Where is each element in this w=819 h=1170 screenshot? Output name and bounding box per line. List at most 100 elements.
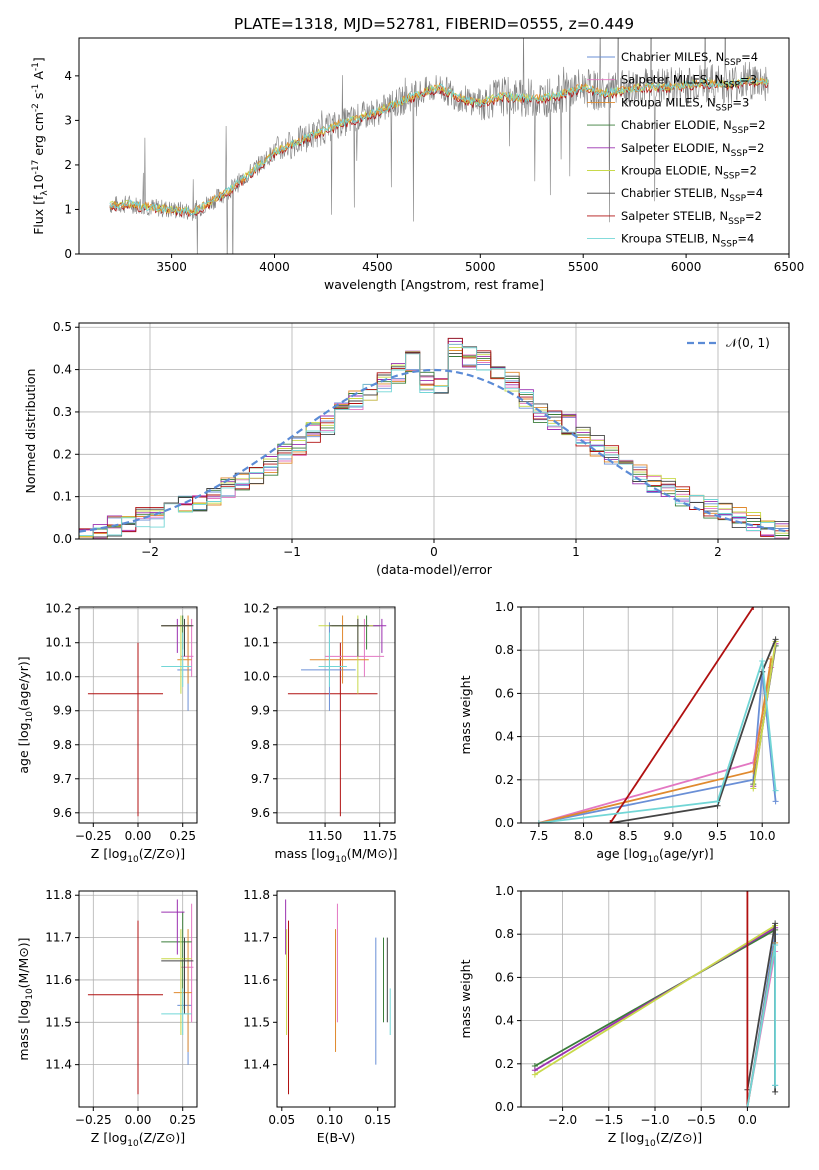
y-tick-label: 11.6	[243, 973, 270, 987]
legend-label: Salpeter ELODIE, NSSP=2	[621, 141, 764, 159]
weight-marker-chabrier_stelib	[772, 920, 779, 927]
label-part: SSP	[728, 217, 745, 227]
label-part: =2	[748, 141, 765, 155]
label-part: Flux [f	[31, 195, 46, 235]
y-tick-label: 11.4	[45, 1058, 72, 1072]
figure-title: PLATE=1318, MJD=52781, FIBERID=0555, z=0…	[234, 15, 634, 33]
weight-marker-kroupa_stelib	[772, 787, 779, 794]
x-tick-label: 0.05	[268, 1113, 295, 1127]
x-tick-label: −0.25	[75, 829, 112, 843]
histogram-salpeter_stelib	[79, 337, 789, 537]
label-part: =2	[749, 118, 766, 132]
weight-marker-kroupa_stelib	[772, 942, 779, 948]
x-tick-label: 8.5	[619, 829, 638, 843]
y-tick-label: 0.2	[53, 447, 72, 461]
y-axis-label: mass weight	[458, 675, 473, 754]
y-tick-label: 9.6	[251, 806, 270, 820]
y-tick-label: 9.8	[251, 738, 270, 752]
y-tick-label: 9.7	[53, 772, 72, 786]
label-part: SSP	[721, 240, 738, 250]
label-part: -1	[31, 62, 41, 71]
y-tick-label: 10.1	[45, 636, 72, 650]
label-part: (Z/Z⊙)]	[139, 846, 185, 861]
x-axis-label: Z [log10(Z/Z⊙)]	[608, 1130, 702, 1149]
y-tick-label: 9.6	[53, 806, 72, 820]
legend-label: Chabrier STELIB, NSSP=4	[621, 186, 763, 204]
label-part: (M/M⊙)]	[347, 846, 398, 861]
label-part: SSP	[716, 103, 733, 113]
weight-line-kroupa_elodie	[752, 641, 777, 789]
weight-line-kroupa_elodie	[534, 924, 776, 1076]
y-tick-label: 0.6	[495, 970, 514, 984]
y-tick-label: 0.5	[53, 320, 72, 334]
label-part: (age/yr)]	[659, 846, 714, 861]
label-part: wavelength [Angstrom, rest frame]	[324, 277, 544, 292]
x-tick-label: 2	[714, 545, 722, 559]
axes-frame	[78, 37, 790, 255]
label-part: Salpeter ELODIE, N	[621, 141, 731, 155]
weight-marker-chabrier_miles	[772, 798, 779, 805]
plot-area	[535, 607, 779, 823]
weight-marker-chabrier_stelib	[772, 1088, 779, 1095]
label-part: log	[108, 846, 127, 861]
x-tick-label: −2.0	[548, 1113, 577, 1127]
panel-age_vs_mass: 11.50 11.75 9.6 9.7 9.8 9.9 10.0 10.1 10.2 mass […	[243, 602, 397, 865]
legend-label: 𝒩(0, 1)	[726, 336, 770, 350]
y-tick-label: 11.5	[45, 1015, 72, 1029]
y-tick-label: 11.6	[45, 973, 72, 987]
model-spectrum-kroupa_stelib	[109, 76, 769, 216]
x-axis-label: wavelength [Angstrom, rest frame]	[324, 277, 544, 292]
x-tick-label: 0.25	[169, 829, 196, 843]
x-axis-label: E(B-V)	[317, 1130, 356, 1145]
y-tick-label: 11.8	[243, 888, 270, 902]
x-tick-label: 0.00	[125, 1113, 152, 1127]
y-axis-label: Normed distribution	[23, 369, 38, 494]
legend-label: Kroupa MILES, NSSP=3	[621, 95, 749, 113]
label-part: λ	[40, 190, 50, 196]
plot-area	[531, 891, 779, 1107]
weight-marker-kroupa_stelib	[744, 1104, 751, 1107]
label-part: log	[16, 722, 31, 741]
x-tick-label: 5500	[568, 260, 599, 274]
label-part: SSP	[723, 81, 740, 91]
y-tick-label: 9.8	[53, 738, 72, 752]
label-part: Normed distribution	[23, 369, 38, 494]
weight-line-kroupa_stelib	[746, 944, 776, 1107]
x-tick-label: −1	[283, 545, 301, 559]
y-tick-label: 0.0	[53, 532, 72, 546]
y-tick-label: 0.4	[495, 1014, 514, 1028]
x-tick-label: 6500	[774, 260, 805, 274]
weight-line-chabrier_elodie	[534, 929, 776, 1067]
x-tick-label: 9.0	[663, 829, 682, 843]
label-part: Kroupa MILES, N	[621, 95, 716, 109]
x-tick-label: 0	[430, 545, 438, 559]
panel-weight_vs_age: 7.5 8.0 8.5 9.0 9.5 10.0 0.0 0.2 0.4 0.6 0.8 1.0 age…	[458, 600, 790, 865]
label-part: SSP	[732, 126, 749, 136]
label-part: Chabrier ELODIE, N	[621, 118, 732, 132]
model-spectrum-salpeter_stelib	[109, 78, 769, 218]
y-tick-label: 11.8	[45, 888, 72, 902]
histogram-kroupa_stelib	[79, 343, 789, 539]
label-part: =4	[741, 50, 758, 64]
label-part: (M/M⊙)]	[16, 937, 31, 988]
weight-marker-kroupa_stelib	[714, 798, 721, 805]
label-part: log	[628, 846, 647, 861]
label-part: 10	[25, 711, 35, 723]
legend-label: Salpeter STELIB, NSSP=2	[621, 209, 762, 227]
weight-marker-kroupa_stelib	[535, 820, 542, 823]
x-tick-label: −1.5	[594, 1113, 623, 1127]
weight-line-chabrier_stelib	[746, 923, 776, 1092]
label-part: 10	[648, 855, 660, 865]
label-part: =3	[740, 73, 757, 87]
label-part: =2	[740, 164, 757, 178]
x-axis-label: (data-model)/error	[376, 562, 493, 577]
label-part: log	[108, 1130, 127, 1145]
y-tick-label: 0.8	[495, 643, 514, 657]
y-tick-label: 3	[64, 113, 72, 127]
label-part: Chabrier MILES, N	[621, 50, 724, 64]
y-tick-label: 0.1	[53, 490, 72, 504]
label-part: E(B-V)	[317, 1130, 356, 1145]
label-part: Z [	[608, 1130, 625, 1145]
x-axis-label: mass [log10(M/M⊙)]	[274, 846, 397, 865]
